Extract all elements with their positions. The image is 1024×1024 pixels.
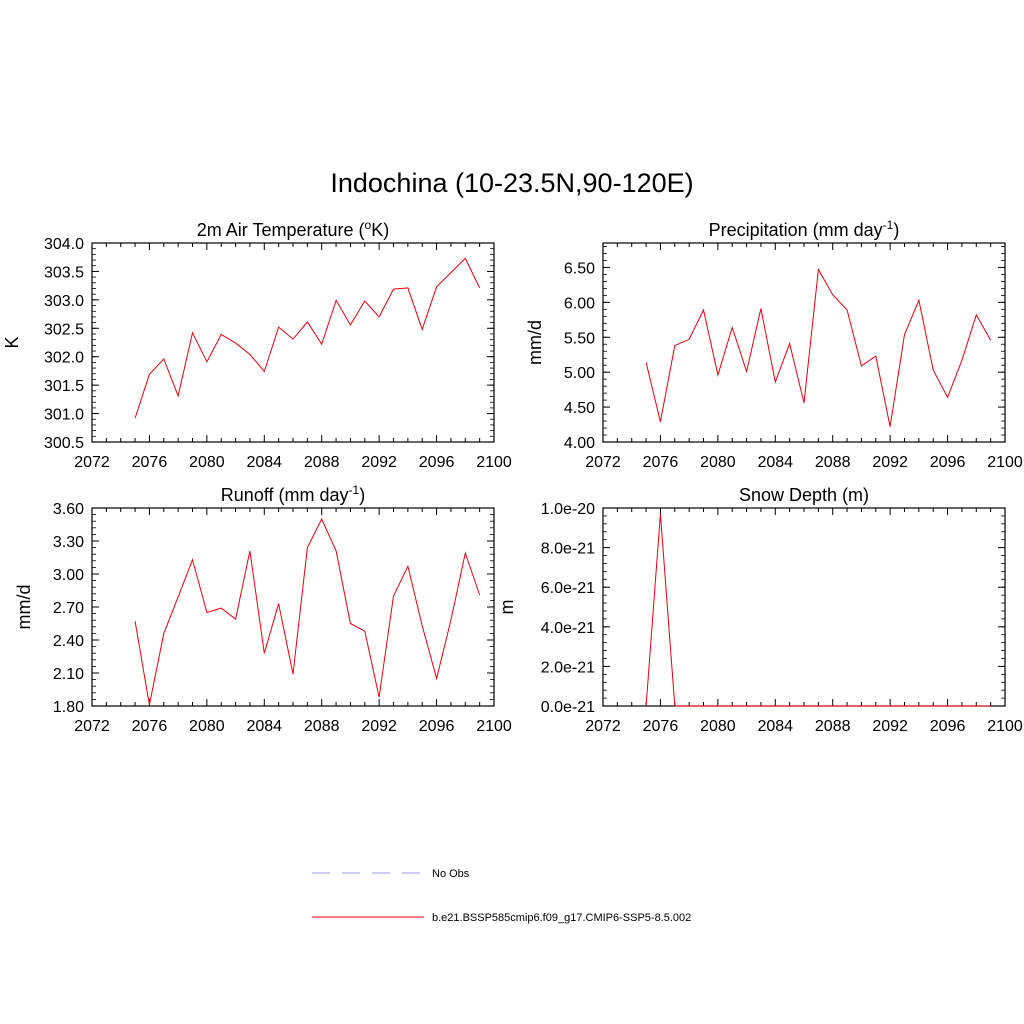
panel-title: Snow Depth (m) (739, 485, 869, 505)
y-tick-label: 5.50 (564, 330, 595, 347)
x-tick-label: 2072 (585, 718, 621, 735)
panel-title-sup: -1 (883, 218, 894, 232)
x-tick-label: 2096 (419, 718, 455, 735)
y-tick-label: 8.0e-21 (541, 541, 595, 558)
plot-frame (91, 507, 495, 707)
y-tick-label: 6.00 (564, 295, 595, 312)
x-tick-label: 2100 (476, 454, 512, 471)
x-tick-label: 2092 (872, 718, 908, 735)
panel-title-text: 2m Air Temperature ( (197, 220, 365, 240)
y-tick-label: 304.0 (44, 236, 84, 253)
x-tick-label: 2092 (872, 454, 908, 471)
x-tick-label: 2100 (476, 718, 512, 735)
x-tick-label: 2076 (643, 718, 679, 735)
x-tick-label: 2084 (246, 718, 282, 735)
x-tick-label: 2076 (643, 454, 679, 471)
y-tick-label: 303.0 (44, 293, 84, 310)
y-tick-label: 3.30 (53, 534, 84, 551)
y-tick-label: 303.5 (44, 264, 84, 281)
x-tick-label: 2088 (304, 718, 340, 735)
x-tick-label: 2076 (132, 718, 168, 735)
panel-snow-depth: Snow Depth (m) m 2072 2076 2080 2084 2088 2092 2… (497, 485, 1023, 735)
y-axis-label: mm/d (14, 585, 34, 630)
legend-label: No Obs (432, 868, 470, 880)
y-tick-label: 6.50 (564, 260, 595, 277)
x-tick-label: 2084 (757, 454, 793, 471)
y-tick-label: 5.00 (564, 365, 595, 382)
x-tick-label: 2084 (246, 454, 282, 471)
y-tick-label: 2.10 (53, 666, 84, 683)
x-tick-label: 2092 (361, 454, 397, 471)
x-tick-label: 2080 (700, 718, 736, 735)
plot-frame (602, 507, 1006, 707)
series-line (645, 267, 992, 427)
y-tick-label: 0.0e-21 (541, 699, 595, 716)
x-tick-label: 2096 (419, 454, 455, 471)
y-tick-label: 301.5 (44, 378, 84, 395)
y-tick-label: 4.0e-21 (541, 620, 595, 637)
panel-title-sup: -1 (349, 483, 360, 497)
x-tick-label: 2096 (930, 718, 966, 735)
y-tick-label: 6.0e-21 (541, 580, 595, 597)
x-tick-label: 2080 (700, 454, 736, 471)
y-tick-label: 302.0 (44, 350, 84, 367)
y-tick-label: 2.40 (53, 633, 84, 650)
y-tick-label: 301.0 (44, 407, 84, 424)
series-line (134, 257, 481, 419)
panel-title-text: Snow Depth (m) (739, 485, 869, 505)
y-tick-label: 300.5 (44, 435, 84, 452)
y-axis-label: m (497, 600, 517, 615)
x-tick-label: 2080 (189, 718, 225, 735)
y-axis-label: K (2, 336, 22, 348)
panel-title-text: Precipitation (mm day (709, 220, 883, 240)
panel-runoff: Runoff (mm day-1) mm/d 2072 2076 2080 2084 208… (14, 483, 512, 735)
x-tick-label: 2072 (74, 718, 110, 735)
x-tick-label: 2092 (361, 718, 397, 735)
x-tick-label: 2076 (132, 454, 168, 471)
y-tick-label: 3.60 (53, 501, 84, 518)
panel-title-end: K) (371, 220, 389, 240)
y-tick-label: 2.70 (53, 600, 84, 617)
panel-title: 2m Air Temperature (oK) (197, 218, 389, 240)
x-tick-label: 2088 (815, 454, 851, 471)
y-tick-label: 302.5 (44, 321, 84, 338)
panel-temperature: 2m Air Temperature (oK) K 2072 2076 2080 2084… (2, 218, 512, 471)
x-tick-label: 2100 (987, 454, 1023, 471)
y-tick-label: 2.0e-21 (541, 659, 595, 676)
panel-precipitation: Precipitation (mm day-1) mm/d 2072 2076 2080… (525, 218, 1023, 471)
x-tick-label: 2072 (74, 454, 110, 471)
series-line (645, 513, 991, 707)
x-tick-label: 2100 (987, 718, 1023, 735)
panel-title-text: Runoff (mm day (221, 485, 349, 505)
figure-title: Indochina (10-23.5N,90-120E) (330, 168, 694, 198)
panel-title: Precipitation (mm day-1) (709, 218, 900, 240)
plot-frame (602, 242, 1006, 443)
panel-title-sup: o (365, 218, 372, 232)
y-tick-label: 1.80 (53, 699, 84, 716)
legend: No Obs b.e21.BSSP585cmip6.f09_g17.CMIP6-S… (312, 868, 691, 924)
x-tick-label: 2084 (757, 718, 793, 735)
x-tick-label: 2096 (930, 454, 966, 471)
y-tick-label: 3.00 (53, 567, 84, 584)
y-tick-label: 1.0e-20 (541, 501, 595, 518)
legend-label: b.e21.BSSP585cmip6.f09_g17.CMIP6-SSP5-8.… (432, 912, 691, 924)
panel-title-end: ) (893, 220, 899, 240)
y-tick-label: 4.50 (564, 400, 595, 417)
y-tick-label: 4.00 (564, 435, 595, 452)
plot-frame (91, 242, 495, 443)
x-tick-label: 2088 (304, 454, 340, 471)
x-tick-label: 2072 (585, 454, 621, 471)
x-tick-label: 2088 (815, 718, 851, 735)
x-tick-label: 2080 (189, 454, 225, 471)
series-line (134, 517, 481, 705)
panel-title-end: ) (359, 485, 365, 505)
panel-title: Runoff (mm day-1) (221, 483, 365, 505)
y-axis-label: mm/d (525, 320, 545, 365)
